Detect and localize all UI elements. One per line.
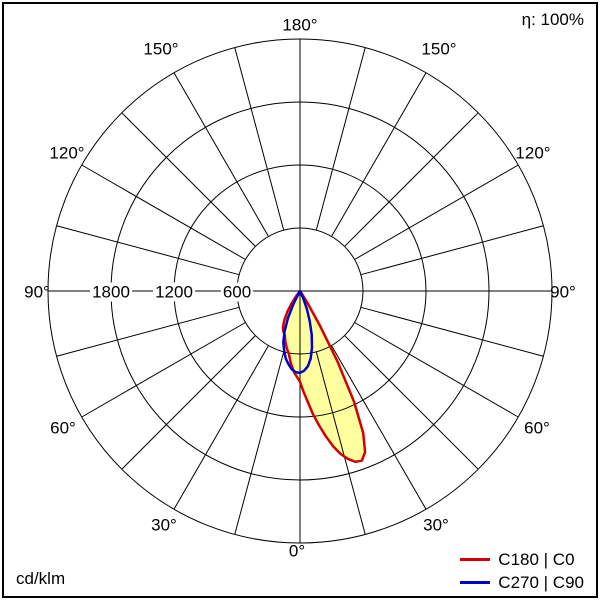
angle-label-60-left: 60° xyxy=(50,418,76,438)
unit-label: cd/klm xyxy=(16,569,66,588)
angle-label-60-right: 60° xyxy=(524,418,550,438)
angle-label-30-left: 30° xyxy=(151,515,177,535)
radial-scale-label-1200: 1200 xyxy=(153,282,195,302)
legend-line-c180-c0-icon xyxy=(460,558,491,561)
angle-label-90-left: 90° xyxy=(24,282,50,302)
angle-label-120-right: 120° xyxy=(515,143,551,163)
curve-C270 | C90 xyxy=(282,289,314,375)
legend-label-c180-c0: C180 | C0 xyxy=(498,550,575,569)
angle-label-0: 0° xyxy=(288,541,306,561)
beam-fill xyxy=(282,291,366,462)
angle-label-90-right: 90° xyxy=(550,282,576,302)
legend-item-c180-c0: C180 | C0 xyxy=(460,550,575,569)
legend: C180 | C0 C270 | C90 xyxy=(460,551,584,591)
efficiency-label: η: 100% xyxy=(521,10,584,29)
legend-item-c270-c90: C270 | C90 xyxy=(460,574,584,591)
angle-label-120-left: 120° xyxy=(49,143,85,163)
angle-label-30-right: 30° xyxy=(423,515,449,535)
angle-label-150-right: 150° xyxy=(421,39,457,59)
angle-label-180: 180° xyxy=(282,15,318,35)
curve-C180 | C0 xyxy=(281,289,367,464)
radial-scale-label-600: 600 xyxy=(220,282,254,302)
legend-label-c270-c90: C270 | C90 xyxy=(498,573,584,592)
angle-label-150-left: 150° xyxy=(143,39,179,59)
legend-line-c270-c90-icon xyxy=(460,581,491,584)
radial-scale-label-1800: 1800 xyxy=(90,282,132,302)
